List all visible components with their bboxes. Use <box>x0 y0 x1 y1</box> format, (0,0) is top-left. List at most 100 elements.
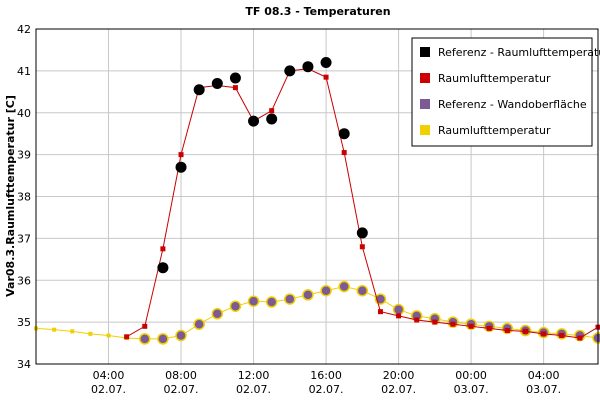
x-tick-label-time: 00:00 <box>455 369 487 382</box>
data-point <box>356 227 368 239</box>
data-point <box>359 244 365 250</box>
legend-entry: Referenz - Raumlufttemperatur <box>420 46 600 59</box>
y-tick-label: 34 <box>17 358 31 371</box>
data-point <box>248 115 260 127</box>
y-tick-label: 41 <box>17 65 31 78</box>
legend-label: Raumlufttemperatur <box>438 72 551 85</box>
data-point <box>229 72 241 84</box>
data-point <box>232 85 238 91</box>
grid-lines <box>36 29 598 364</box>
x-tick-label-date: 02.07. <box>91 383 126 396</box>
data-point <box>266 113 278 125</box>
y-axis-label: Var08.3.Raumlufttemperatur [C] <box>4 95 17 297</box>
x-tick-label-date: 02.07. <box>236 383 271 396</box>
series-layer <box>34 57 600 345</box>
x-tick-label-date: 03.07. <box>526 383 561 396</box>
data-point <box>486 325 492 331</box>
data-point <box>157 333 169 345</box>
x-tick-label-time: 12:00 <box>238 369 270 382</box>
legend-entry: Raumlufttemperatur <box>420 124 551 137</box>
data-point <box>88 331 93 336</box>
axis-ticks: 34353637383940414204:0002.07.08:0002.07.… <box>17 23 561 396</box>
x-tick-label-time: 20:00 <box>383 369 415 382</box>
x-tick-label-time: 16:00 <box>310 369 342 382</box>
data-point <box>541 331 547 337</box>
data-point <box>70 329 75 334</box>
data-point <box>341 150 347 156</box>
data-point <box>175 329 187 342</box>
data-point <box>338 128 350 140</box>
legend-swatch <box>420 99 430 109</box>
x-tick-label-time: 04:00 <box>93 369 125 382</box>
data-point <box>211 308 224 320</box>
data-point <box>106 333 111 338</box>
data-point <box>139 333 151 345</box>
data-point <box>468 323 474 329</box>
data-point <box>592 332 600 344</box>
data-point <box>396 313 402 319</box>
data-point <box>265 296 278 308</box>
data-point <box>356 284 369 297</box>
y-tick-label: 37 <box>17 232 31 245</box>
y-tick-label: 39 <box>17 149 31 162</box>
legend-entry: Referenz - Wandoberfläche <box>420 98 587 111</box>
series-2 <box>139 280 600 345</box>
series-1 <box>124 66 600 341</box>
legend-box <box>411 37 593 147</box>
data-point <box>302 61 314 73</box>
legend-swatch <box>420 73 430 83</box>
data-point <box>178 152 184 158</box>
legend-swatch <box>420 125 430 135</box>
y-tick-label: 36 <box>17 274 31 287</box>
y-tick-label: 42 <box>17 23 31 36</box>
data-point <box>247 295 260 307</box>
data-point <box>229 300 242 312</box>
data-point <box>52 327 57 332</box>
data-point <box>175 161 187 173</box>
data-point <box>284 293 296 305</box>
data-point <box>124 334 130 340</box>
plot-frame <box>35 28 599 365</box>
data-point <box>160 246 166 252</box>
data-point <box>432 319 438 325</box>
data-point <box>323 74 329 80</box>
data-point <box>284 65 296 77</box>
x-tick-label-date: 02.07. <box>381 383 416 396</box>
data-point <box>157 262 169 274</box>
data-point <box>392 303 405 316</box>
data-point <box>414 317 420 323</box>
legend-label: Raumlufttemperatur <box>438 124 551 137</box>
y-tick-label: 35 <box>17 316 31 329</box>
x-tick-label-date: 03.07. <box>454 383 489 396</box>
x-tick-label-time: 08:00 <box>165 369 197 382</box>
data-point <box>338 280 350 293</box>
data-point <box>377 309 383 315</box>
legend-label: Referenz - Raumlufttemperatur <box>438 46 600 59</box>
data-point <box>193 318 205 330</box>
data-point <box>269 108 275 114</box>
data-point <box>302 289 314 301</box>
legend-swatch <box>420 47 430 57</box>
legend: Referenz - Raumlufttemperatur Raumlufttem… <box>411 37 600 147</box>
data-point <box>193 84 205 96</box>
data-point <box>211 77 223 89</box>
data-point <box>522 328 528 334</box>
data-point <box>504 328 510 333</box>
data-point <box>320 57 332 68</box>
data-point <box>577 335 583 341</box>
series-3 <box>34 284 600 341</box>
data-point <box>320 284 332 297</box>
data-point <box>142 323 148 329</box>
data-point <box>450 321 456 327</box>
x-tick-label-time: 04:00 <box>528 369 560 382</box>
x-tick-label-date: 02.07. <box>164 383 199 396</box>
series-0 <box>157 57 368 274</box>
y-tick-label: 40 <box>17 107 31 120</box>
data-point <box>559 333 565 339</box>
legend-entry: Raumlufttemperatur <box>420 72 551 85</box>
legend-label: Referenz - Wandoberfläche <box>438 98 587 111</box>
chart-title: TF 08.3 - Temperaturen <box>245 5 390 18</box>
y-tick-label: 38 <box>17 191 31 204</box>
x-tick-label-date: 02.07. <box>309 383 344 396</box>
